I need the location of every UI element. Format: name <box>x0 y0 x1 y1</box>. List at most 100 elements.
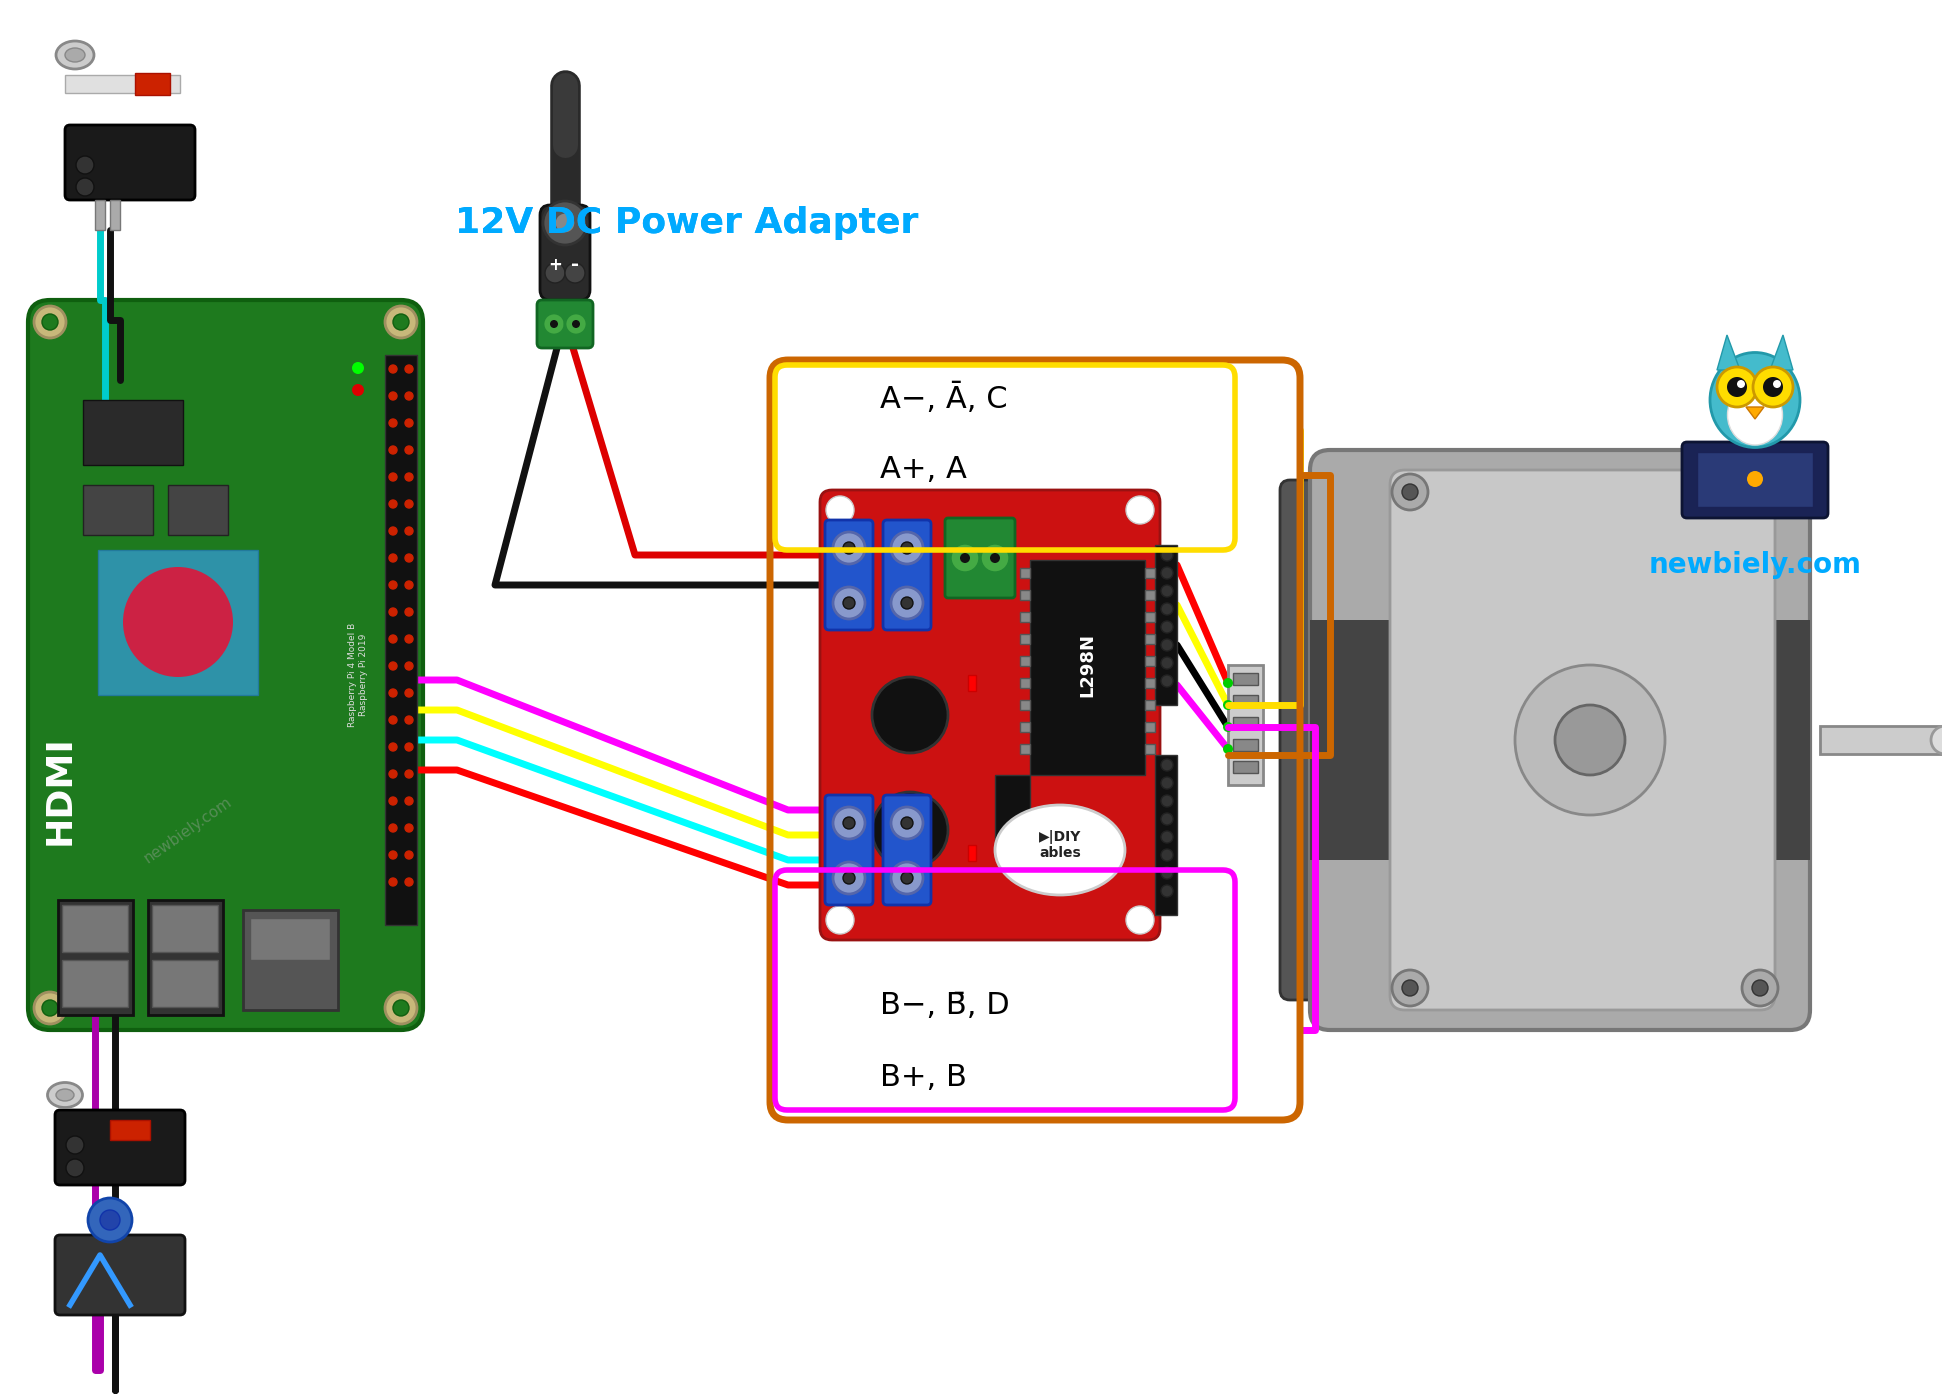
Bar <box>1020 591 1029 600</box>
Circle shape <box>1161 676 1173 687</box>
Bar <box>243 910 338 1009</box>
Circle shape <box>388 824 396 832</box>
Circle shape <box>843 872 854 884</box>
Circle shape <box>1742 970 1779 1007</box>
Circle shape <box>388 554 396 563</box>
FancyBboxPatch shape <box>1390 470 1775 1009</box>
Circle shape <box>1223 722 1233 732</box>
Circle shape <box>1161 831 1173 843</box>
Circle shape <box>388 364 396 373</box>
Circle shape <box>990 553 1000 563</box>
Circle shape <box>1161 621 1173 632</box>
Bar <box>1233 738 1258 751</box>
Circle shape <box>66 1159 84 1177</box>
Text: A−, Ā, C: A−, Ā, C <box>880 383 1008 413</box>
Bar <box>1233 761 1258 773</box>
Circle shape <box>891 586 922 618</box>
Circle shape <box>388 878 396 886</box>
Circle shape <box>388 852 396 859</box>
Circle shape <box>406 392 414 401</box>
Bar <box>1146 722 1155 732</box>
Circle shape <box>43 1000 58 1016</box>
Circle shape <box>388 528 396 535</box>
Circle shape <box>388 609 396 616</box>
Circle shape <box>1161 794 1173 807</box>
Bar <box>1146 611 1155 623</box>
Circle shape <box>87 1198 132 1242</box>
Circle shape <box>544 201 586 246</box>
Ellipse shape <box>47 1082 82 1107</box>
FancyBboxPatch shape <box>946 518 1016 597</box>
FancyBboxPatch shape <box>820 490 1159 940</box>
Circle shape <box>1736 380 1746 388</box>
Bar <box>1020 611 1029 623</box>
Circle shape <box>1161 759 1173 771</box>
Circle shape <box>1161 885 1173 898</box>
Circle shape <box>901 872 913 884</box>
FancyBboxPatch shape <box>54 1110 184 1185</box>
Circle shape <box>406 528 414 535</box>
Bar <box>1146 699 1155 711</box>
Bar <box>1311 620 1810 860</box>
Circle shape <box>43 314 58 329</box>
Circle shape <box>1515 664 1664 815</box>
Circle shape <box>388 392 396 401</box>
Circle shape <box>1161 812 1173 825</box>
Circle shape <box>406 554 414 563</box>
Ellipse shape <box>1728 385 1783 445</box>
FancyBboxPatch shape <box>884 794 930 905</box>
Text: newbiely.com: newbiely.com <box>142 794 235 866</box>
Circle shape <box>388 743 396 751</box>
Bar <box>1146 568 1155 578</box>
Circle shape <box>406 852 414 859</box>
Circle shape <box>1161 639 1173 651</box>
Circle shape <box>99 1210 120 1230</box>
Circle shape <box>843 817 854 829</box>
Circle shape <box>1726 377 1748 396</box>
Text: 12V DC Power Adapter: 12V DC Power Adapter <box>454 207 919 240</box>
Circle shape <box>1223 699 1233 711</box>
Circle shape <box>1742 475 1779 510</box>
Text: Raspberry Pi 4 Model B
Raspberry Pi 2019: Raspberry Pi 4 Model B Raspberry Pi 2019 <box>348 623 367 727</box>
Circle shape <box>825 496 854 524</box>
Circle shape <box>406 797 414 805</box>
Circle shape <box>1717 367 1758 408</box>
Circle shape <box>833 586 864 618</box>
Bar <box>1233 673 1258 685</box>
Bar <box>1233 718 1258 729</box>
Text: ▶|DIY
ables: ▶|DIY ables <box>1039 829 1082 860</box>
Circle shape <box>891 807 922 839</box>
Text: -: - <box>571 255 579 275</box>
Circle shape <box>872 792 948 868</box>
Bar <box>1020 722 1029 732</box>
Circle shape <box>352 362 363 374</box>
Circle shape <box>550 320 557 328</box>
Ellipse shape <box>994 805 1124 895</box>
Circle shape <box>833 532 864 564</box>
Bar <box>1029 560 1146 775</box>
Bar <box>111 1120 150 1141</box>
Circle shape <box>952 544 979 572</box>
Text: HDMI: HDMI <box>43 736 78 845</box>
Circle shape <box>392 1000 410 1016</box>
Circle shape <box>406 743 414 751</box>
Circle shape <box>1752 484 1767 500</box>
Circle shape <box>1161 567 1173 579</box>
FancyBboxPatch shape <box>54 1235 184 1315</box>
Circle shape <box>406 609 414 616</box>
Circle shape <box>388 445 396 454</box>
Bar <box>84 484 153 535</box>
Bar <box>84 401 183 465</box>
Bar <box>1020 656 1029 666</box>
Circle shape <box>565 262 585 283</box>
Circle shape <box>388 716 396 725</box>
FancyBboxPatch shape <box>27 300 423 1030</box>
Circle shape <box>388 581 396 589</box>
Circle shape <box>901 817 913 829</box>
Circle shape <box>388 771 396 778</box>
Circle shape <box>406 662 414 670</box>
Circle shape <box>1556 705 1625 775</box>
FancyBboxPatch shape <box>884 519 930 630</box>
FancyBboxPatch shape <box>825 794 874 905</box>
Circle shape <box>406 878 414 886</box>
